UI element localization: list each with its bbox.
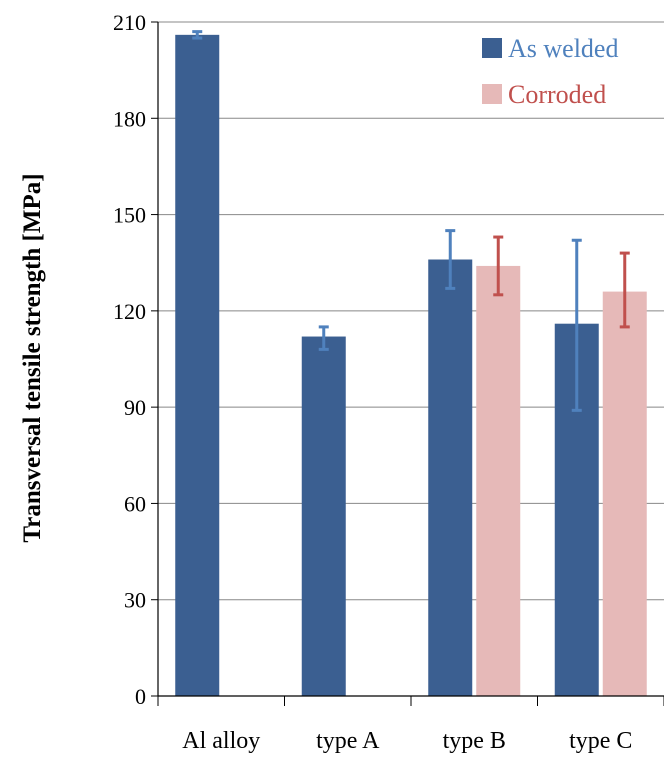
axes [151,21,664,706]
category-label: type C [569,728,632,754]
y-tick-label: 120 [113,299,146,324]
y-tick-label: 60 [124,491,146,516]
legend-swatch [482,84,502,104]
y-tick-label: 180 [113,106,146,131]
y-tick-label: 0 [135,684,146,709]
bar [175,34,220,697]
bar [428,259,473,696]
category-label: Al alloy [182,728,260,754]
y-axis-title: Transversal tensile strength [MPa] [19,173,46,542]
y-tick-label: 210 [113,10,146,35]
bars [175,34,647,697]
legend-swatch [482,38,502,58]
bar [602,291,647,696]
legend: As welded Corroded [482,34,618,109]
category-label: type B [443,728,506,754]
error-bars [192,30,630,412]
bar [476,265,521,696]
category-label: type A [316,728,380,754]
y-tick-labels: 0 30 60 90 120 150 180 210 [113,10,146,709]
bar [301,336,346,696]
gridlines [158,21,664,601]
legend-label: As welded [508,34,618,63]
y-tick-label: 90 [124,395,146,420]
category-labels: Al alloy type A type B type C [182,728,632,754]
y-tick-label: 150 [113,203,146,228]
legend-label: Corroded [508,80,606,109]
y-tick-label: 30 [124,588,146,613]
